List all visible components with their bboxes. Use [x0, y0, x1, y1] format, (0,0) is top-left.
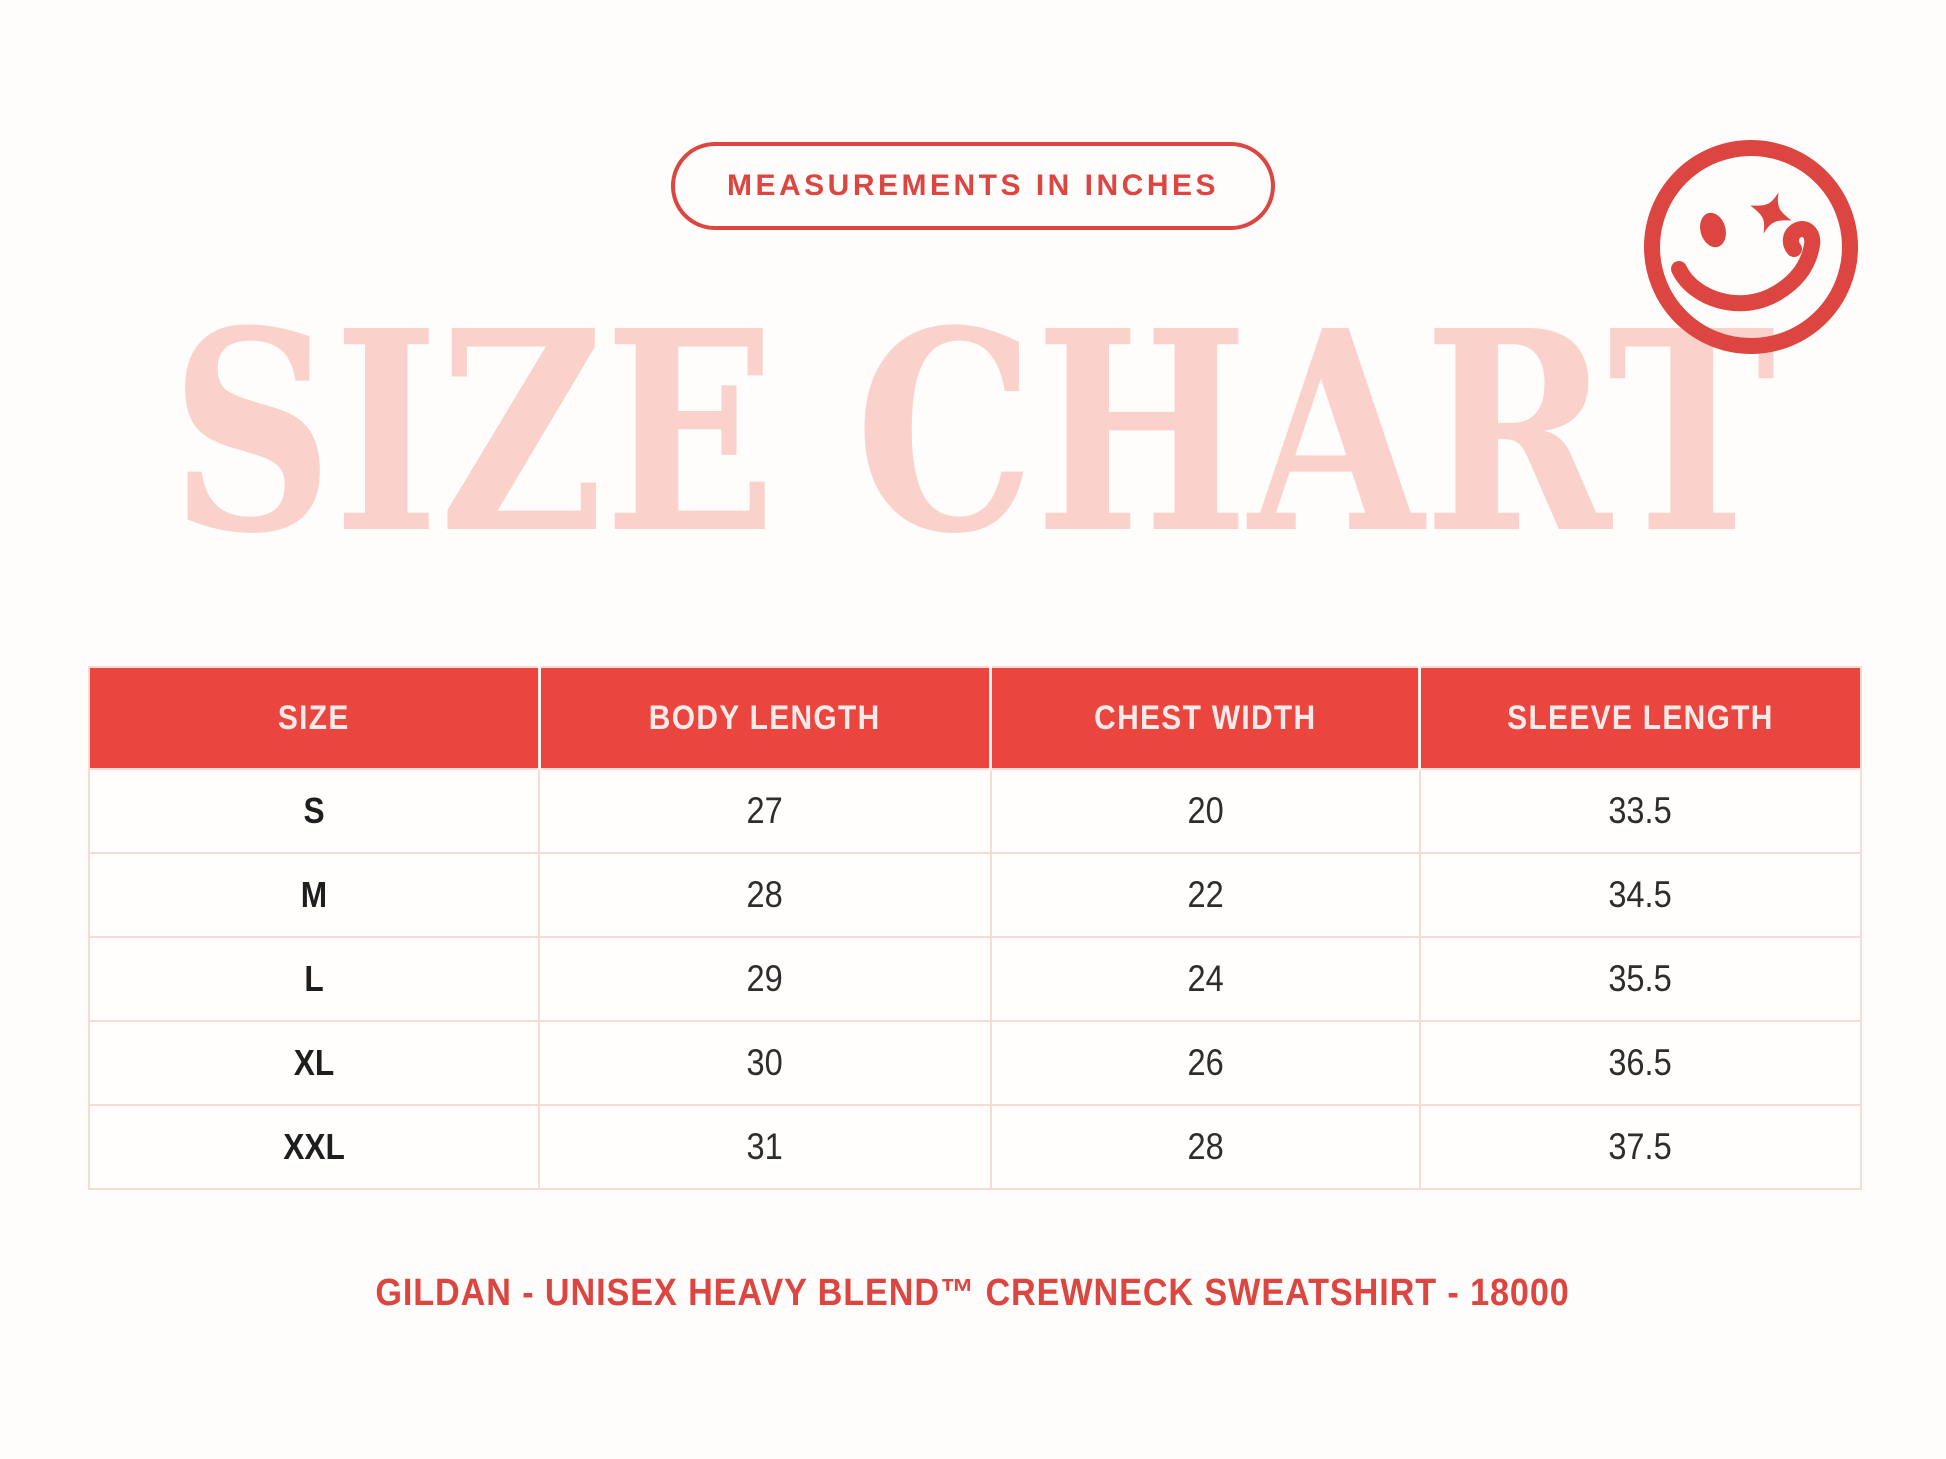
table-row: L 29 24 35.5 [87, 936, 1863, 1022]
measurement-cell: 27 [538, 768, 992, 854]
header-row: SIZE BODY LENGTH CHEST WIDTH SLEEVE LENG… [89, 667, 1861, 769]
size-table-body: S 27 20 33.5 M 28 22 34.5 L 29 24 35.5 XL 30 26 36.5 XXL… [87, 768, 1863, 1190]
product-name-label: GILDAN - UNISEX HEAVY BLEND™ CREWNECK SW… [375, 1272, 1571, 1314]
table-row: XXL 31 28 37.5 [87, 1104, 1863, 1190]
measurement-cell: 29 [538, 936, 992, 1022]
measurement-cell: 30 [538, 1020, 992, 1106]
col-header-sleeve-length: SLEEVE LENGTH [1418, 667, 1861, 769]
size-cell: XXL [87, 1104, 541, 1190]
col-header-body-length: BODY LENGTH [537, 667, 991, 769]
size-table: SIZE BODY LENGTH CHEST WIDTH SLEEVE LENG… [87, 666, 1863, 1190]
size-cell: XL [87, 1020, 541, 1106]
measurement-cell: 22 [989, 852, 1421, 938]
measurement-cell: 36.5 [1418, 1020, 1863, 1106]
col-header-size: SIZE [89, 667, 540, 769]
size-table-header: SIZE BODY LENGTH CHEST WIDTH SLEEVE LENG… [89, 667, 1861, 769]
measurement-cell: 26 [989, 1020, 1421, 1106]
measurement-cell: 37.5 [1418, 1104, 1863, 1190]
measurement-cell: 28 [989, 1104, 1421, 1190]
measurement-cell: 35.5 [1418, 936, 1863, 1022]
size-cell: S [87, 768, 541, 854]
table-row: M 28 22 34.5 [87, 852, 1863, 938]
measurement-cell: 31 [538, 1104, 992, 1190]
measurements-units-badge: MEASUREMENTS IN INCHES [670, 142, 1276, 230]
winking-smiley-icon [1644, 140, 1858, 354]
measurement-cell: 33.5 [1418, 768, 1863, 854]
table-row: XL 30 26 36.5 [87, 1020, 1863, 1106]
page-title: SIZE CHART [170, 271, 1776, 595]
measurements-units-label: MEASUREMENTS IN INCHES [726, 169, 1220, 202]
measurement-cell: 28 [538, 852, 992, 938]
size-cell: L [87, 936, 541, 1022]
col-header-chest-width: CHEST WIDTH [989, 667, 1420, 769]
measurement-cell: 34.5 [1418, 852, 1863, 938]
measurement-cell: 20 [989, 768, 1421, 854]
size-cell: M [87, 852, 541, 938]
measurement-cell: 24 [989, 936, 1421, 1022]
table-row: S 27 20 33.5 [87, 768, 1863, 854]
